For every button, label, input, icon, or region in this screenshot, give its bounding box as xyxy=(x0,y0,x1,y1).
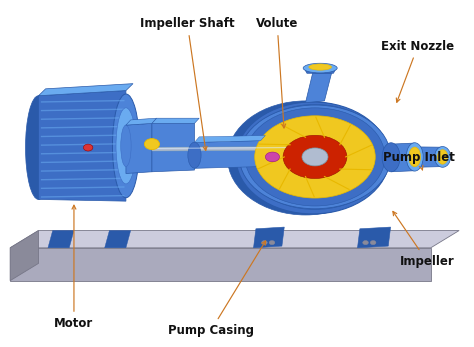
Circle shape xyxy=(145,138,159,150)
Ellipse shape xyxy=(245,108,385,206)
Ellipse shape xyxy=(239,105,391,209)
Polygon shape xyxy=(152,118,199,124)
Polygon shape xyxy=(304,68,336,73)
Ellipse shape xyxy=(116,108,136,184)
Polygon shape xyxy=(194,135,265,142)
Ellipse shape xyxy=(265,152,280,162)
Polygon shape xyxy=(194,141,261,168)
Polygon shape xyxy=(10,230,38,281)
Circle shape xyxy=(269,240,275,245)
Polygon shape xyxy=(415,147,443,167)
Polygon shape xyxy=(41,134,125,137)
Ellipse shape xyxy=(188,142,201,168)
Polygon shape xyxy=(41,186,125,189)
Ellipse shape xyxy=(302,148,328,166)
Circle shape xyxy=(363,240,368,245)
Ellipse shape xyxy=(303,63,337,73)
Ellipse shape xyxy=(283,135,347,178)
Polygon shape xyxy=(48,230,74,248)
Polygon shape xyxy=(41,178,125,180)
Polygon shape xyxy=(357,227,391,248)
Text: Impeller: Impeller xyxy=(393,211,455,268)
Polygon shape xyxy=(10,230,459,248)
Polygon shape xyxy=(38,91,126,201)
Polygon shape xyxy=(152,124,194,172)
Polygon shape xyxy=(306,73,331,103)
Ellipse shape xyxy=(438,150,448,164)
Circle shape xyxy=(228,101,383,215)
Polygon shape xyxy=(41,143,125,146)
Text: Exit Nozzle: Exit Nozzle xyxy=(381,40,455,102)
Text: Pump Inlet: Pump Inlet xyxy=(383,151,455,170)
Polygon shape xyxy=(126,124,152,174)
Polygon shape xyxy=(38,84,133,96)
Polygon shape xyxy=(152,146,331,151)
Polygon shape xyxy=(41,117,125,120)
Ellipse shape xyxy=(406,143,423,171)
Polygon shape xyxy=(41,195,125,198)
Text: Pump Casing: Pump Casing xyxy=(168,241,265,337)
Polygon shape xyxy=(152,147,331,149)
Circle shape xyxy=(236,102,389,214)
Text: Motor: Motor xyxy=(55,205,93,330)
Ellipse shape xyxy=(409,147,420,167)
Polygon shape xyxy=(41,126,125,129)
Circle shape xyxy=(83,144,93,151)
Polygon shape xyxy=(391,143,414,172)
Ellipse shape xyxy=(255,116,375,198)
Ellipse shape xyxy=(112,94,139,198)
Polygon shape xyxy=(254,227,284,248)
Text: Volute: Volute xyxy=(256,17,298,128)
Polygon shape xyxy=(10,248,431,281)
Polygon shape xyxy=(41,160,125,163)
Polygon shape xyxy=(41,169,125,172)
Polygon shape xyxy=(41,152,125,154)
Circle shape xyxy=(243,104,387,210)
Polygon shape xyxy=(105,230,131,248)
Ellipse shape xyxy=(26,96,52,200)
Ellipse shape xyxy=(382,143,400,172)
Circle shape xyxy=(370,240,376,245)
Ellipse shape xyxy=(435,146,451,167)
Text: Impeller Shaft: Impeller Shaft xyxy=(140,17,235,151)
Circle shape xyxy=(262,240,267,245)
Ellipse shape xyxy=(309,64,331,70)
Polygon shape xyxy=(41,100,125,103)
Polygon shape xyxy=(126,118,156,125)
Polygon shape xyxy=(41,109,125,111)
Ellipse shape xyxy=(121,125,131,167)
